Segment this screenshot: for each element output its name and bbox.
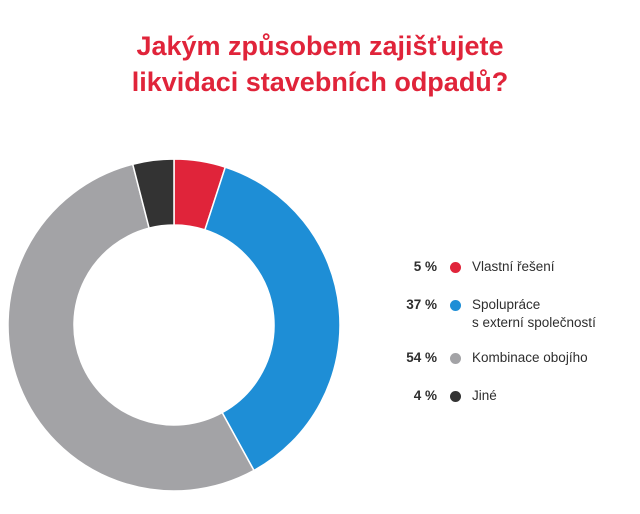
legend-swatch (450, 300, 461, 311)
legend-value: 5 % (413, 259, 437, 274)
legend-value: 54 % (406, 350, 437, 365)
legend-label-line-1: Spolupráce (472, 297, 541, 312)
legend-label: Kombinace obojího (472, 350, 588, 365)
donut-slice-3 (131, 158, 175, 230)
legend-label: Jiné (472, 388, 497, 403)
chart-title: Jakým způsobem zajišťujete likvidaci sta… (0, 28, 640, 100)
legend-label-line-2: s externí společností (472, 315, 596, 330)
donut-slice-2 (7, 163, 255, 492)
legend-swatch (450, 353, 461, 364)
chart-title-line-1: Jakým způsobem zajišťujete (136, 31, 504, 61)
legend-swatch (450, 262, 461, 273)
legend-label: Spolupráce s externí společností (472, 296, 637, 332)
legend-value: 4 % (413, 388, 437, 403)
legend-label: Vlastní řešení (472, 259, 555, 274)
chart-title-line-2: likvidaci stavebních odpadů? (131, 67, 509, 97)
donut-slice-1 (203, 166, 341, 472)
legend-value: 37 % (406, 297, 437, 312)
donut-chart (7, 158, 341, 492)
legend-swatch (450, 391, 461, 402)
